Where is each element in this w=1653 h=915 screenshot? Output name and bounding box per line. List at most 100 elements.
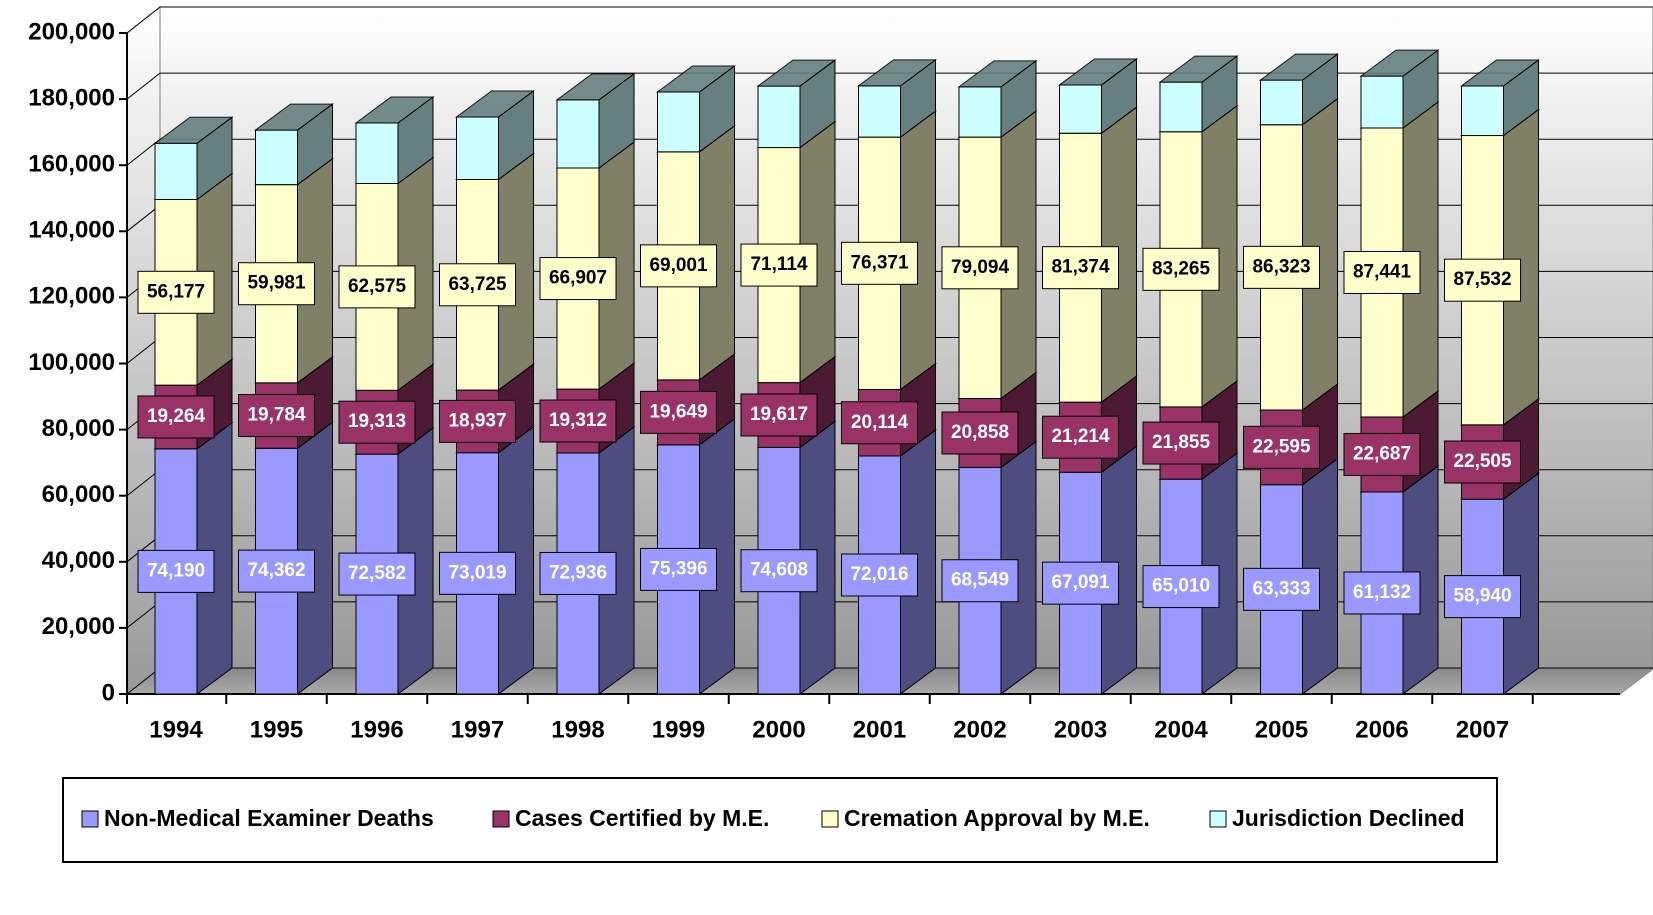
value-label-box [338,552,416,596]
bar-top [454,90,536,118]
value-label: 63,725 [448,274,507,295]
value-label-box [1343,432,1421,476]
value-label: 74,190 [147,560,205,581]
value-label: 81,374 [1051,257,1110,278]
x-tick-label: 1996 [350,716,403,743]
x-tick-label: 2003 [1054,716,1107,743]
bar-top [756,59,837,87]
x-tick-label: 2001 [853,716,906,743]
y-tick-label: 120,000 [28,283,115,310]
value-label-box [740,393,818,437]
value-label-box [539,399,617,443]
value-label: 63,333 [1252,578,1310,599]
value-label: 19,312 [549,410,607,431]
value-label-box [1042,246,1119,290]
value-label: 22,505 [1453,451,1512,472]
value-label: 59,981 [247,273,306,294]
legend-swatch [492,810,510,828]
value-label: 19,264 [147,406,206,427]
value-label-box [539,257,617,301]
bar [355,122,399,184]
bar [958,86,1002,138]
bar-top [655,65,737,93]
value-label: 21,214 [1051,426,1110,447]
value-label-box [238,549,315,593]
value-label: 86,323 [1252,256,1310,277]
value-label-box [640,244,717,288]
value-label: 19,649 [649,401,707,422]
value-label: 72,936 [549,562,607,583]
x-tick-label: 1997 [451,716,504,743]
value-label-box [640,547,717,591]
x-tick-label: 2007 [1456,716,1509,743]
bar-top [1258,53,1340,81]
value-label-box [1243,567,1320,611]
bar [1360,75,1404,129]
bar [858,85,901,138]
bar-top [856,59,938,87]
x-tick-label: 2006 [1355,716,1408,743]
value-label-box [338,265,416,309]
value-label-box [941,411,1019,455]
value-label-box [238,262,315,306]
value-label-box [1042,415,1119,459]
y-tick-label: 80,000 [42,415,115,442]
value-label-box [1243,245,1320,289]
bar [1059,84,1102,134]
value-label: 74,362 [247,560,305,581]
value-label-box [137,270,215,314]
value-label: 19,784 [247,405,306,426]
y-tick-label: 160,000 [28,151,115,178]
legend-swatch [81,810,99,828]
value-label: 72,582 [348,563,406,584]
value-label: 20,858 [951,422,1009,443]
x-tick-label: 1995 [250,716,303,743]
legend-label: Jurisdiction Declined [1232,805,1465,831]
value-label: 66,907 [549,268,607,289]
y-tick-label: 40,000 [42,547,115,574]
x-tick-label: 2005 [1255,716,1308,743]
value-label-box [740,243,818,287]
value-label-box [841,241,918,285]
value-label: 74,608 [750,560,808,581]
legend-label: Non-Medical Examiner Deaths [104,805,434,831]
value-label-box [941,246,1019,290]
value-label: 21,855 [1152,432,1211,453]
bar-top [153,116,234,144]
value-label: 56,177 [147,281,205,302]
legend: Non-Medical Examiner Deaths Cases Certifi… [81,805,1465,831]
value-label: 62,575 [348,276,407,297]
bar [1159,81,1203,133]
y-tick-label: 180,000 [28,84,115,111]
value-label-box [941,559,1019,603]
value-label: 61,132 [1353,582,1411,603]
value-label-box [439,399,516,443]
value-label-box [238,394,315,438]
value-label-box [841,401,918,445]
bar-top [555,73,636,101]
value-label: 68,549 [951,570,1009,591]
y-tick-label: 200,000 [28,18,115,45]
value-label: 58,940 [1453,586,1511,607]
value-label: 18,937 [448,410,506,431]
value-label: 83,265 [1152,258,1211,279]
value-label-box [1343,250,1421,294]
bar [154,142,198,200]
value-label-box [137,549,215,593]
value-label-box [137,395,215,439]
bar [1260,79,1303,126]
value-label-box [1142,247,1220,291]
bar [255,129,298,186]
legend-swatch [821,810,839,828]
bar [657,91,700,153]
value-label-box [640,390,717,434]
x-tick-label: 1998 [551,716,604,743]
legend-swatch [1209,810,1227,828]
value-label: 87,532 [1453,269,1511,290]
bar [757,85,801,149]
value-label: 22,595 [1252,436,1311,457]
y-tick-label: 100,000 [28,349,115,376]
value-label-box [1444,258,1521,302]
bar-top [1158,55,1239,83]
bar-top [1057,58,1139,86]
